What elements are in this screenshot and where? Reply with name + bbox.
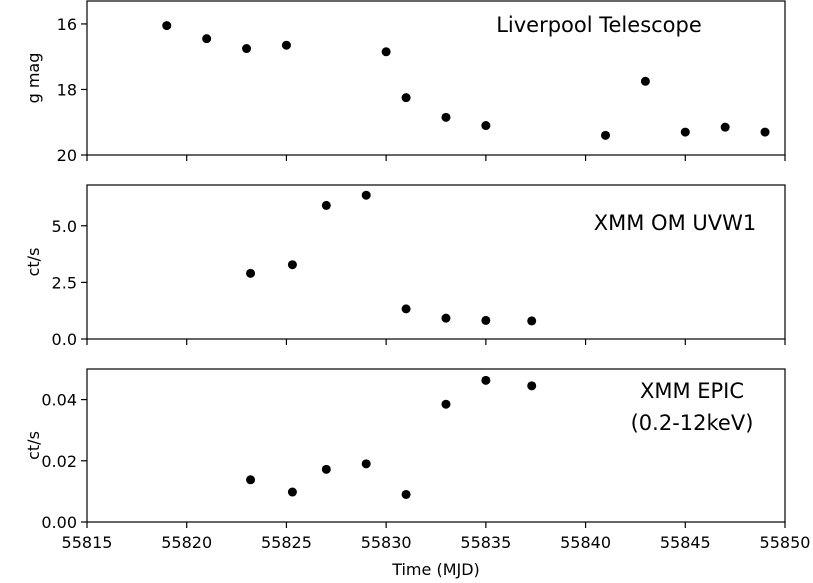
data-point bbox=[441, 399, 451, 409]
data-point bbox=[321, 464, 331, 474]
data-point bbox=[760, 127, 770, 137]
data-point bbox=[401, 489, 411, 499]
data-point bbox=[527, 316, 537, 326]
data-point bbox=[361, 459, 371, 469]
data-point bbox=[287, 260, 297, 270]
panel-xmm-om: 0.0 2.5 5.0 ct/s XMM OM UVW1 bbox=[24, 184, 786, 349]
data-point bbox=[481, 315, 491, 325]
plot-frame bbox=[86, 184, 786, 340]
data-point bbox=[361, 190, 371, 200]
data-point bbox=[680, 127, 690, 137]
x-axis-label: Time (MJD) bbox=[391, 560, 480, 579]
data-point bbox=[321, 200, 331, 210]
y-tick-label: 20 bbox=[57, 146, 77, 165]
x-tick-label: 55840 bbox=[560, 533, 611, 552]
y-axis-label: g mag bbox=[24, 53, 43, 104]
plot-frame bbox=[86, 0, 786, 156]
data-point bbox=[441, 112, 451, 122]
panel-title: XMM EPIC bbox=[640, 379, 744, 403]
y-axis-label: ct/s bbox=[24, 248, 43, 277]
data-point bbox=[281, 40, 291, 50]
x-tick-label: 55820 bbox=[161, 533, 212, 552]
y-tick-label: 5.0 bbox=[52, 217, 77, 236]
panel-liverpool: 16 18 20 g mag Liverpool Telescope bbox=[24, 0, 786, 165]
y-tick-label: 16 bbox=[57, 15, 77, 34]
y-tick-label: 2.5 bbox=[52, 273, 77, 292]
x-tick-label: 55815 bbox=[62, 533, 113, 552]
data-point bbox=[481, 375, 491, 385]
x-tick-label: 55825 bbox=[261, 533, 312, 552]
y-tick-label: 0.0 bbox=[52, 330, 77, 349]
data-point bbox=[401, 93, 411, 103]
data-point bbox=[287, 487, 297, 497]
data-point bbox=[481, 121, 491, 131]
data-point bbox=[202, 34, 212, 44]
data-point bbox=[246, 268, 256, 278]
panel-xmm-epic: 0.00 0.02 0.04 55815 55820 55825 55830 55835 558… bbox=[24, 368, 811, 579]
panel-title: Liverpool Telescope bbox=[496, 13, 702, 37]
data-point bbox=[640, 76, 650, 86]
data-point bbox=[162, 21, 172, 31]
data-point bbox=[242, 44, 252, 54]
x-tick-label: 55830 bbox=[361, 533, 412, 552]
y-tick-label: 0.02 bbox=[41, 452, 77, 471]
plot-frame bbox=[86, 368, 786, 523]
data-point bbox=[246, 475, 256, 485]
y-tick-label: 0.00 bbox=[41, 513, 77, 532]
data-point bbox=[441, 313, 451, 323]
x-tick-label: 55850 bbox=[760, 533, 811, 552]
data-point bbox=[720, 122, 730, 132]
x-tick-label: 55845 bbox=[660, 533, 711, 552]
data-point bbox=[381, 47, 391, 57]
data-point bbox=[401, 304, 411, 314]
data-point bbox=[601, 130, 611, 140]
data-point bbox=[527, 381, 537, 391]
x-tick-label: 55835 bbox=[460, 533, 511, 552]
y-tick-label: 18 bbox=[57, 80, 77, 99]
y-tick-label: 0.04 bbox=[41, 391, 77, 410]
panel-subtitle: (0.2-12keV) bbox=[631, 411, 754, 435]
y-axis-label: ct/s bbox=[24, 431, 43, 460]
panel-title: XMM OM UVW1 bbox=[594, 211, 756, 235]
